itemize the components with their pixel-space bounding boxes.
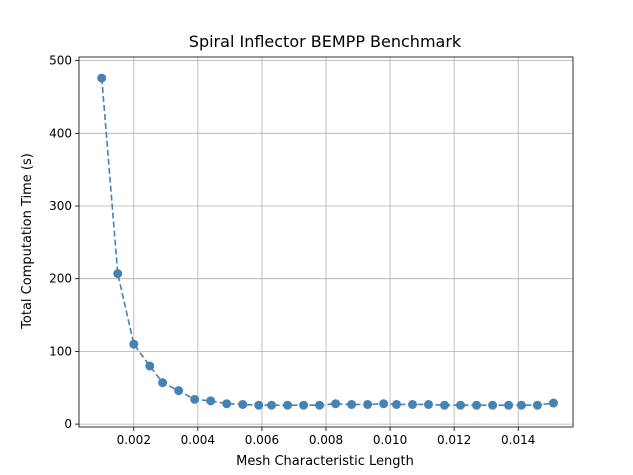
data-point — [363, 399, 373, 409]
x-tick-label: 0.008 — [309, 433, 343, 447]
data-point — [379, 399, 389, 409]
data-point — [347, 399, 357, 409]
data-point — [424, 399, 434, 409]
data-point — [315, 400, 325, 410]
y-tick-label: 300 — [49, 199, 72, 213]
data-point — [488, 400, 498, 410]
y-tick-label: 400 — [49, 126, 72, 140]
data-point — [113, 269, 123, 279]
grid — [79, 57, 573, 427]
data-point — [407, 399, 417, 409]
data-point — [299, 400, 309, 410]
y-axis-label: Total Computation Time (s) — [20, 153, 35, 330]
data-point — [238, 399, 248, 409]
data-point — [254, 400, 264, 410]
data-point — [206, 396, 216, 406]
data-point — [548, 398, 558, 408]
series-line-group — [97, 73, 558, 410]
data-point — [283, 400, 293, 410]
x-tick-label: 0.006 — [245, 433, 279, 447]
x-tick-label: 0.002 — [117, 433, 151, 447]
y-tick-label: 200 — [49, 272, 72, 286]
x-tick-label: 0.014 — [501, 433, 535, 447]
x-tick-label: 0.010 — [373, 433, 407, 447]
x-axis-label: Mesh Characteristic Length — [236, 454, 414, 469]
data-point — [331, 399, 341, 409]
data-point — [97, 73, 107, 83]
data-point — [129, 339, 139, 349]
data-point — [516, 400, 526, 410]
data-point — [456, 400, 466, 410]
data-point — [532, 400, 542, 410]
chart-title: Spiral Inflector BEMPP Benchmark — [189, 32, 462, 51]
ticks-group: 0.002 0.004 0.006 0.008 0.010 0.012 0.014 0 100 2… — [49, 54, 535, 447]
series-line — [100, 78, 554, 406]
data-point — [158, 378, 168, 388]
y-tick-label: 500 — [49, 54, 72, 68]
data-point — [440, 400, 450, 410]
data-point — [472, 400, 482, 410]
y-tick-label: 0 — [64, 417, 72, 431]
data-point — [190, 394, 200, 404]
data-point — [222, 399, 232, 409]
data-point — [174, 386, 184, 396]
data-point — [267, 400, 277, 410]
data-point — [391, 399, 401, 409]
x-tick-label: 0.012 — [437, 433, 471, 447]
data-point — [145, 361, 155, 371]
y-tick-label: 100 — [49, 344, 72, 358]
x-tick-label: 0.004 — [181, 433, 215, 447]
data-point — [504, 400, 514, 410]
